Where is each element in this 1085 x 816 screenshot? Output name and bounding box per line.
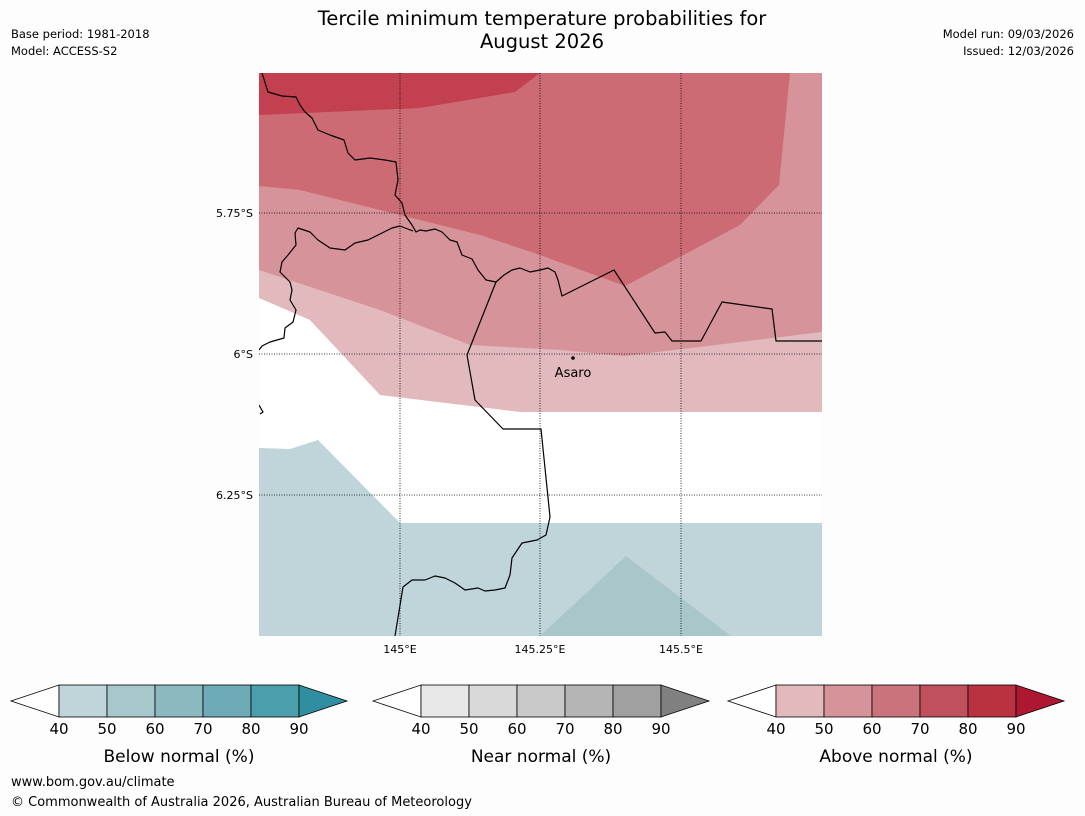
legend-below-tick-60: 60 [145, 720, 164, 738]
legend-near-tick-70: 70 [555, 720, 574, 738]
asaro-label: Asaro [555, 366, 592, 381]
legend-below-under-arrow [9, 684, 60, 718]
lon-label-145-5: 145.5°E [659, 643, 703, 656]
legend-above-label: Above normal (%) [819, 747, 972, 767]
model-text: Model: ACCESS-S2 [11, 44, 118, 58]
legend-near-under-arrow [371, 684, 422, 718]
legend-above-tick-80: 80 [958, 720, 977, 738]
legend-above-cell-80 [967, 684, 1017, 718]
above-80-region [259, 73, 540, 115]
legend-near-cell-80 [612, 684, 662, 718]
lon-label-145: 145°E [383, 643, 416, 656]
title-line-1: Tercile minimum temperature probabilitie… [317, 7, 767, 30]
lat-label-6-25: 6.25°S [216, 489, 253, 502]
legend-above-tick-40: 40 [766, 720, 785, 738]
legend-below-tick-80: 80 [241, 720, 260, 738]
legend-above: 40 50 60 70 80 90 Above normal (%) [726, 684, 1066, 767]
legend-below-cells [9, 684, 349, 718]
boundary-west [259, 225, 414, 351]
legend-near-cell-40 [420, 684, 470, 718]
above-60-region [259, 73, 790, 286]
legend-near: 40 50 60 70 80 90 Near normal (%) [371, 684, 711, 767]
legend-above-cells [726, 684, 1066, 718]
legend-near-cell-50 [468, 684, 518, 718]
legend-below-cell-60 [154, 684, 204, 718]
legend-above-tick-70: 70 [910, 720, 929, 738]
legend-below-cell-40 [58, 684, 108, 718]
legend-near-label: Near normal (%) [471, 747, 611, 767]
below-50-region [540, 556, 731, 636]
legend-below-tick-70: 70 [193, 720, 212, 738]
lat-label-6: 6°S [234, 348, 253, 361]
legend-below-tick-40: 40 [49, 720, 68, 738]
legend-near-tick-60: 60 [507, 720, 526, 738]
footer-url[interactable]: www.bom.gov.au/climate [11, 775, 175, 790]
asaro-marker [571, 356, 575, 360]
legend-above-cell-40 [775, 684, 825, 718]
legend-near-tick-80: 80 [603, 720, 622, 738]
legend-below-tick-90: 90 [289, 720, 308, 738]
legend-below: 40 50 60 70 80 90 Below normal (%) [9, 684, 349, 767]
boundary-north [261, 73, 822, 342]
legend-below-over-arrow [298, 684, 349, 718]
title-line-2: August 2026 [479, 30, 605, 53]
legend-below-label: Below normal (%) [104, 747, 255, 767]
boundary-edge [259, 404, 264, 415]
legend-above-cell-60 [871, 684, 921, 718]
legend-near-tick-50: 50 [459, 720, 478, 738]
lon-label-145-25: 145.25°E [515, 643, 566, 656]
legend-above-tick-90: 90 [1006, 720, 1025, 738]
legend-below-cell-50 [106, 684, 156, 718]
footer-copyright: © Commonwealth of Australia 2026, Austra… [11, 795, 472, 810]
legend-near-over-arrow [660, 684, 711, 718]
legend-near-tick-90: 90 [651, 720, 670, 738]
legend-above-tick-60: 60 [862, 720, 881, 738]
meta-left: Base period: 1981-2018 Model: ACCESS-S2 [11, 26, 150, 60]
meta-right: Model run: 09/03/2026 Issued: 12/03/2026 [943, 26, 1074, 60]
chart-title: Tercile minimum temperature probabilitie… [192, 7, 892, 53]
legend-near-cells [371, 684, 711, 718]
boundary-south [394, 281, 551, 636]
legend-above-cell-50 [823, 684, 873, 718]
map-plot-area: Asaro [259, 73, 822, 636]
issued-text: Issued: 12/03/2026 [963, 44, 1074, 58]
boundaries [259, 73, 822, 636]
legend-near-cell-60 [516, 684, 566, 718]
base-period-text: Base period: 1981-2018 [11, 27, 150, 41]
model-run-text: Model run: 09/03/2026 [942, 27, 1074, 41]
legend-above-under-arrow [726, 684, 777, 718]
legend-below-cell-70 [202, 684, 252, 718]
legend-above-over-arrow [1015, 684, 1066, 718]
legend-near-cell-70 [564, 684, 614, 718]
legend-above-tick-50: 50 [814, 720, 833, 738]
legend-near-tick-40: 40 [411, 720, 430, 738]
legend-above-cell-70 [919, 684, 969, 718]
legend-below-tick-50: 50 [97, 720, 116, 738]
legend-below-cell-80 [250, 684, 300, 718]
lat-label-5-75: 5.75°S [216, 207, 253, 220]
